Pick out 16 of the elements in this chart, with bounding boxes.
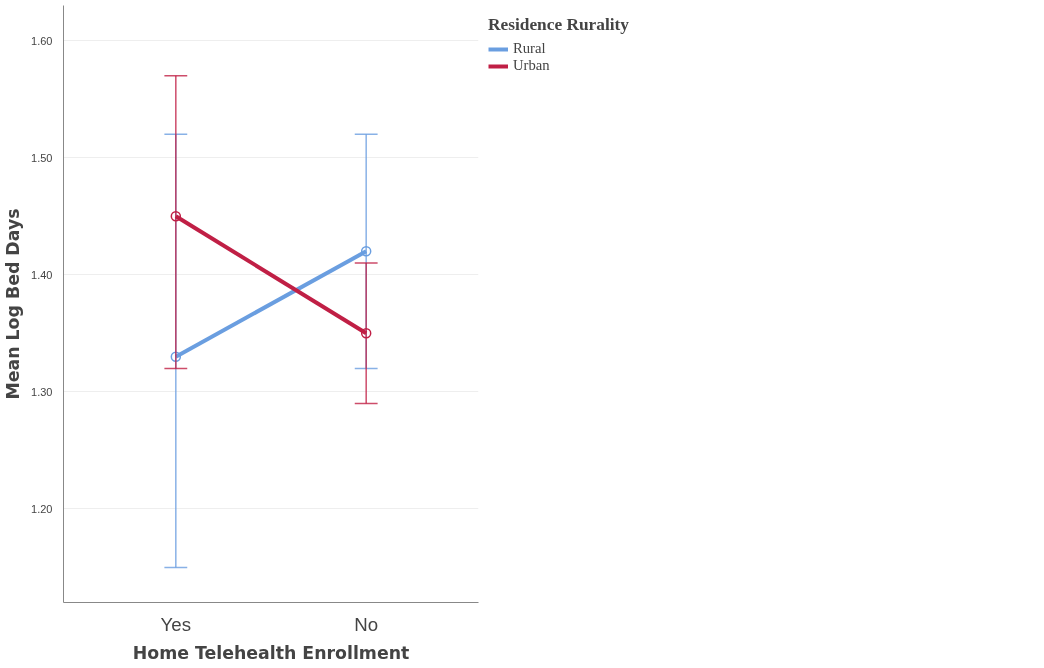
- point: [170, 210, 182, 222]
- y-tick-label: 1.30: [31, 385, 53, 398]
- x-tick-label: Yes: [160, 613, 192, 635]
- x-tick-label: No: [354, 613, 379, 635]
- legend-label: Rural: [513, 40, 546, 57]
- y-tick-label: 1.20: [31, 502, 53, 515]
- point: [360, 328, 372, 339]
- legend-title: Residence Rurality: [488, 15, 630, 35]
- x-axis-title: Home Telehealth Enrollment: [132, 642, 410, 663]
- y-tick-label: 1.40: [31, 268, 53, 281]
- y-axis-title: Mean Log Bed Days: [3, 208, 24, 400]
- point: [360, 246, 372, 257]
- legend-label: Urban: [513, 57, 550, 74]
- point: [170, 351, 182, 362]
- y-tick-label: 1.60: [31, 34, 53, 47]
- y-tick-label: 1.50: [31, 151, 53, 164]
